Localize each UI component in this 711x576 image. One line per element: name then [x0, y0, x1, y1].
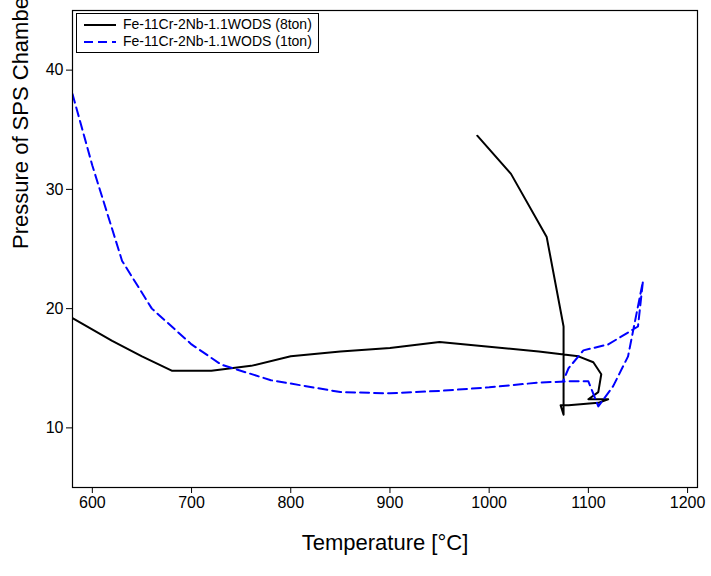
svg-text:600: 600 — [79, 494, 106, 511]
svg-text:1200: 1200 — [670, 494, 706, 511]
svg-text:Pressure of SPS Chamber [Pa]: Pressure of SPS Chamber [Pa] — [8, 0, 33, 249]
svg-text:700: 700 — [178, 494, 205, 511]
svg-text:800: 800 — [277, 494, 304, 511]
svg-text:1000: 1000 — [471, 494, 507, 511]
html-text:Fe-11Cr-2Nb-1.1WODS (1ton): Fe-11Cr-2Nb-1.1WODS (1ton) — [123, 33, 312, 49]
svg-text:20: 20 — [46, 300, 64, 317]
svg-text:900: 900 — [377, 494, 404, 511]
svg-text:30: 30 — [46, 180, 64, 197]
svg-text:Temperature [°C]: Temperature [°C] — [302, 530, 469, 555]
svg-text:40: 40 — [46, 61, 64, 78]
svg-text:10: 10 — [46, 419, 64, 436]
html-text:Fe-11Cr-2Nb-1.1WODS (8ton): Fe-11Cr-2Nb-1.1WODS (8ton) — [123, 16, 312, 32]
svg-text:1100: 1100 — [571, 494, 606, 511]
